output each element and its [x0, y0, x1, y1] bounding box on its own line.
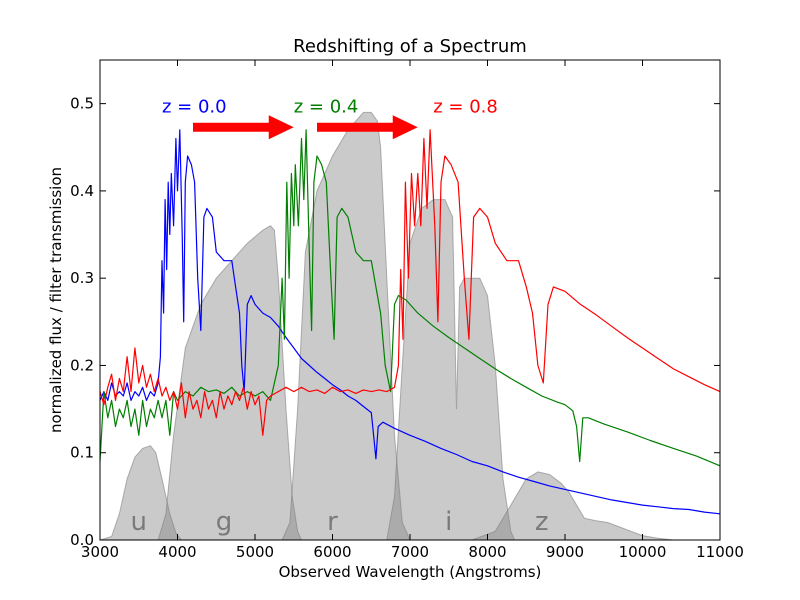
arrows-layer	[193, 115, 418, 140]
shift-arrow-1	[317, 115, 418, 140]
filter-i-label: i	[445, 507, 452, 537]
x-tick-label-1: 4000	[158, 543, 196, 561]
filter-u-band	[99, 445, 183, 541]
y-tick-label-4: 0.4	[70, 182, 94, 200]
shift-arrow-0	[193, 115, 294, 140]
series-line-2	[99, 129, 721, 436]
ticks-layer: 3000 4000 5000 6000 7000 8000 9000 10000 11000 0.…	[70, 60, 744, 561]
series-layer	[99, 129, 721, 515]
y-axis-label: normalized flux / filter transmission	[47, 167, 65, 433]
filter-g-label: g	[216, 507, 233, 537]
filter-r-band	[281, 111, 411, 541]
filter-u-label: u	[131, 507, 147, 537]
filter-r-label: r	[327, 507, 338, 537]
x-tick-label-8: 11000	[696, 543, 744, 561]
y-tick-label-3: 0.3	[70, 269, 94, 287]
x-tick-label-3: 6000	[313, 543, 351, 561]
x-tick-label-7: 10000	[619, 543, 667, 561]
x-tick-label-0: 3000	[81, 543, 119, 561]
y-tick-label-0: 0.0	[70, 531, 94, 549]
y-tick-label-5: 0.5	[70, 95, 94, 113]
y-tick-label-2: 0.2	[70, 356, 94, 374]
x-tick-label-6: 9000	[546, 543, 584, 561]
y-tick-label-1: 0.1	[70, 444, 94, 462]
filter-z-band	[471, 471, 674, 541]
series-label-1: z = 0.4	[294, 96, 359, 117]
filter-z-label: z	[535, 507, 549, 537]
series-label-0: z = 0.0	[162, 96, 227, 117]
chart-title: Redshifting of a Spectrum	[293, 36, 527, 57]
x-axis-label: Observed Wavelength (Angstroms)	[279, 563, 542, 581]
x-tick-label-2: 5000	[236, 543, 274, 561]
series-line-1	[99, 129, 721, 467]
filter-g-band	[157, 225, 303, 541]
filter-i-band	[386, 199, 516, 541]
series-label-2: z = 0.8	[433, 96, 498, 117]
x-tick-label-5: 8000	[468, 543, 506, 561]
labels-layer: z = 0.0 z = 0.4 z = 0.8	[162, 96, 498, 117]
series-line-0	[99, 129, 721, 515]
x-tick-label-4: 7000	[391, 543, 429, 561]
